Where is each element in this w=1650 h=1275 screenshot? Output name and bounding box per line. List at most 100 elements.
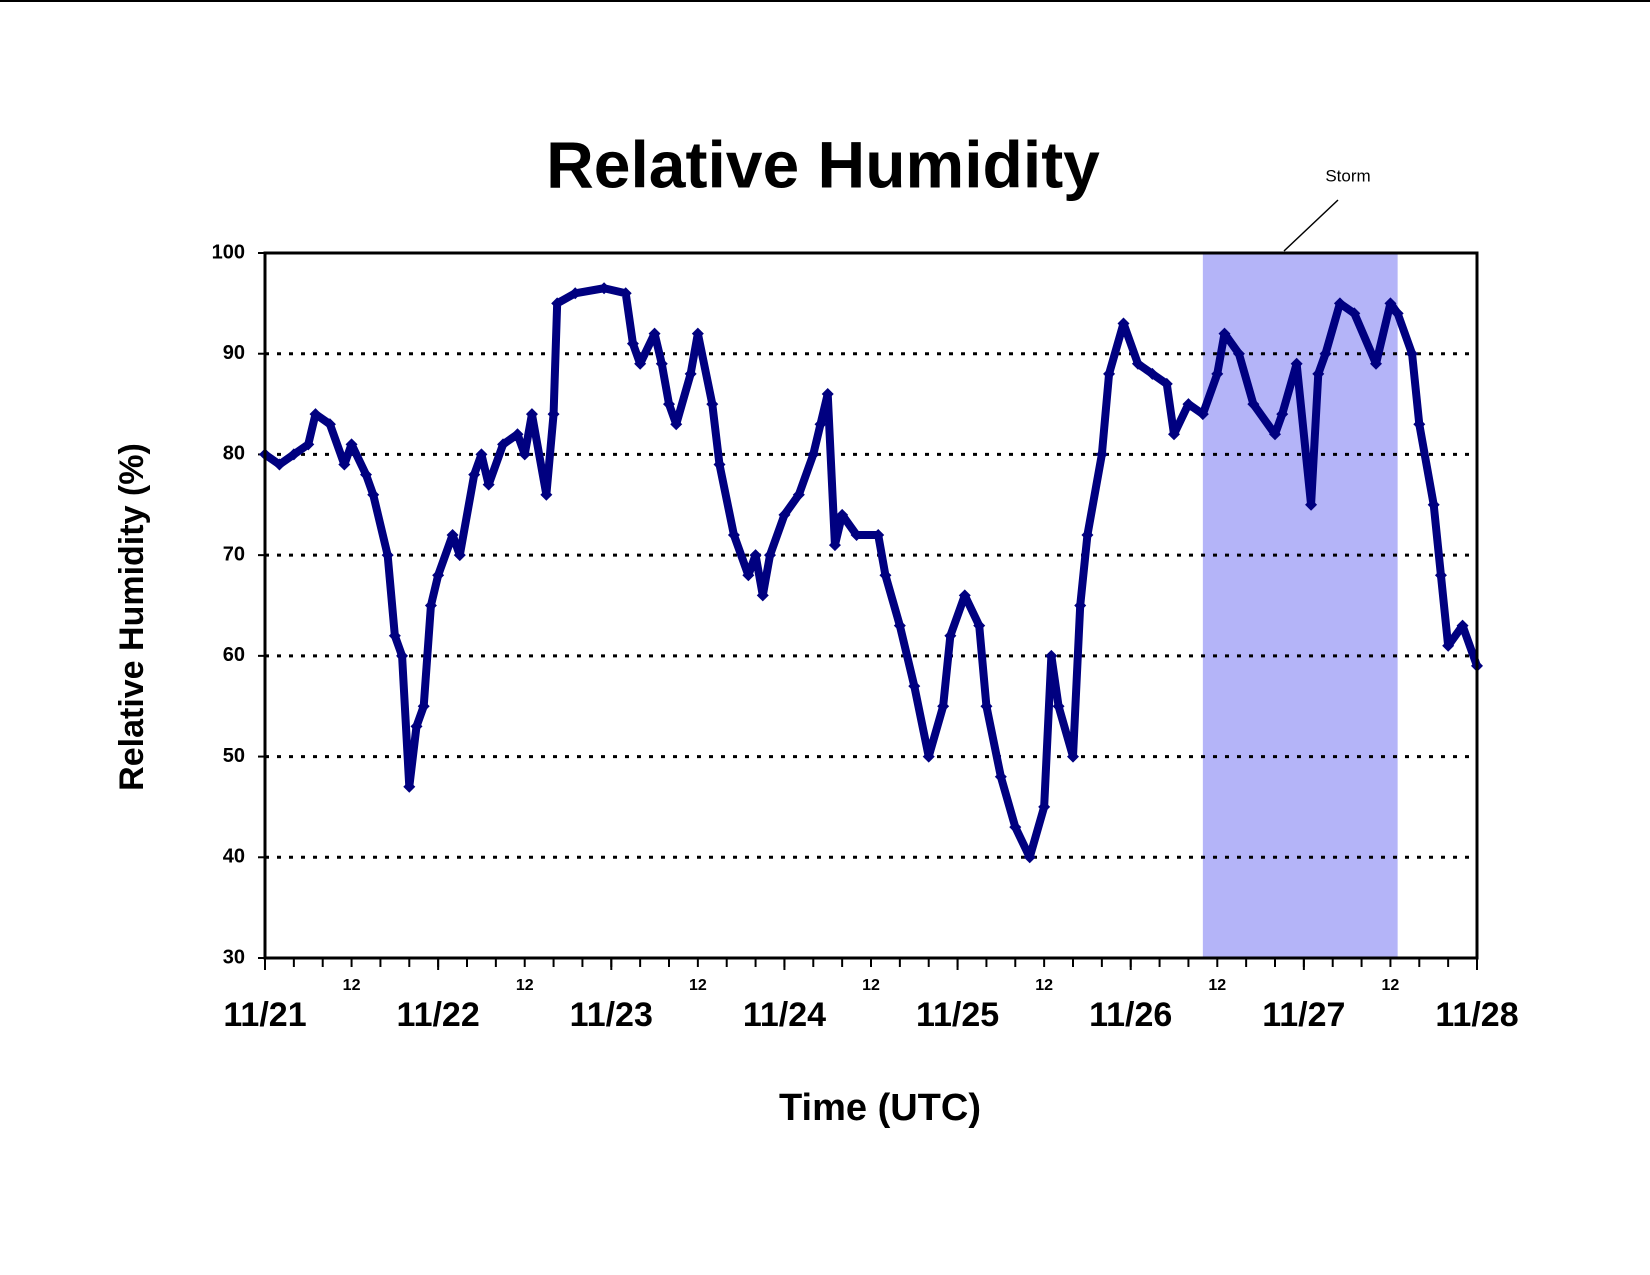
data-point [367, 488, 380, 501]
data-point [1196, 408, 1209, 421]
data-point [338, 458, 351, 471]
data-point [360, 468, 372, 481]
data-point [821, 388, 834, 400]
data-point [749, 549, 762, 562]
x-tick-label: 11/24 [743, 996, 826, 1034]
x-axis-title: Time (UTC) [779, 1087, 981, 1129]
data-point [1023, 851, 1036, 864]
data-point [1160, 377, 1173, 390]
x-tick-label: 11/27 [1262, 996, 1345, 1034]
x-half-tick-label: 12 [1035, 977, 1053, 994]
data-point [1052, 700, 1065, 713]
data-point [764, 549, 776, 562]
y-tick-label: 40 [223, 846, 245, 868]
data-point [323, 418, 336, 431]
storm-band [1202, 253, 1398, 958]
data-point [1384, 297, 1397, 310]
data-point [727, 529, 740, 541]
data-point [937, 700, 950, 713]
data-point [626, 337, 639, 350]
data-point [893, 619, 906, 632]
data-point [1074, 599, 1087, 612]
data-point [756, 589, 769, 602]
data-point [684, 367, 697, 380]
data-point [1131, 357, 1144, 370]
data-point [1269, 428, 1281, 441]
data-point [742, 569, 755, 582]
data-point [446, 529, 459, 541]
data-point [1348, 307, 1361, 320]
data-point [403, 780, 416, 793]
data-point [1319, 347, 1332, 360]
data-point [634, 357, 647, 370]
data-point [1442, 639, 1455, 652]
data-point [778, 508, 791, 521]
data-point [958, 589, 971, 602]
data-point [1247, 398, 1260, 411]
data-point [475, 448, 488, 461]
data-point [1146, 367, 1159, 380]
y-tick-label: 100 [212, 241, 245, 263]
data-point [836, 508, 849, 521]
data-point [453, 549, 466, 562]
data-point [1370, 357, 1382, 370]
data-point [944, 629, 957, 642]
data-point [1168, 428, 1180, 441]
data-point [345, 438, 358, 451]
data-point [713, 458, 726, 471]
data-point [1182, 398, 1195, 411]
x-tick-label: 11/26 [1089, 996, 1172, 1034]
data-point [879, 569, 892, 582]
x-half-tick-label: 12 [689, 977, 707, 994]
data-point [973, 619, 986, 632]
data-point [648, 327, 661, 340]
y-tick-label: 80 [223, 443, 245, 465]
data-point [792, 488, 805, 501]
x-tick-label: 11/25 [916, 996, 999, 1034]
data-point [417, 700, 430, 713]
data-point [547, 408, 560, 421]
data-point [1009, 821, 1022, 834]
data-point [922, 750, 935, 763]
data-point [670, 418, 683, 431]
y-tick-label: 30 [223, 946, 245, 968]
data-point [691, 327, 704, 340]
data-point [1406, 347, 1419, 360]
data-point [1067, 750, 1079, 763]
data-point [1038, 800, 1051, 813]
data-point [598, 282, 611, 295]
data-point [1218, 327, 1231, 340]
data-point [994, 770, 1007, 783]
data-point [850, 529, 863, 541]
chart-title: Relative Humidity [546, 127, 1100, 201]
data-point [828, 539, 841, 552]
data-point [1333, 297, 1346, 310]
data-point [814, 418, 827, 431]
x-tick-label: 11/21 [223, 996, 306, 1034]
data-point [518, 448, 531, 461]
data-point [908, 680, 921, 693]
data-point [482, 478, 495, 491]
data-point [980, 700, 993, 713]
data-point [1095, 448, 1108, 461]
data-point [302, 438, 315, 451]
data-point [540, 488, 553, 501]
data-point [381, 549, 394, 562]
data-point [1103, 367, 1116, 380]
data-point [1427, 498, 1440, 511]
data-point [1232, 347, 1245, 360]
data-point [424, 599, 437, 612]
x-half-tick-label: 12 [1382, 977, 1400, 994]
data-point [1211, 367, 1224, 380]
data-line [262, 284, 1481, 862]
x-half-tick-label: 12 [343, 977, 361, 994]
data-point [525, 408, 538, 421]
y-tick-label: 70 [223, 543, 245, 565]
y-axis-title: Relative Humidity (%) [113, 443, 151, 791]
data-point [410, 720, 423, 733]
data-point [273, 458, 286, 471]
data-point [1434, 569, 1447, 582]
y-tick-label: 60 [223, 644, 245, 666]
